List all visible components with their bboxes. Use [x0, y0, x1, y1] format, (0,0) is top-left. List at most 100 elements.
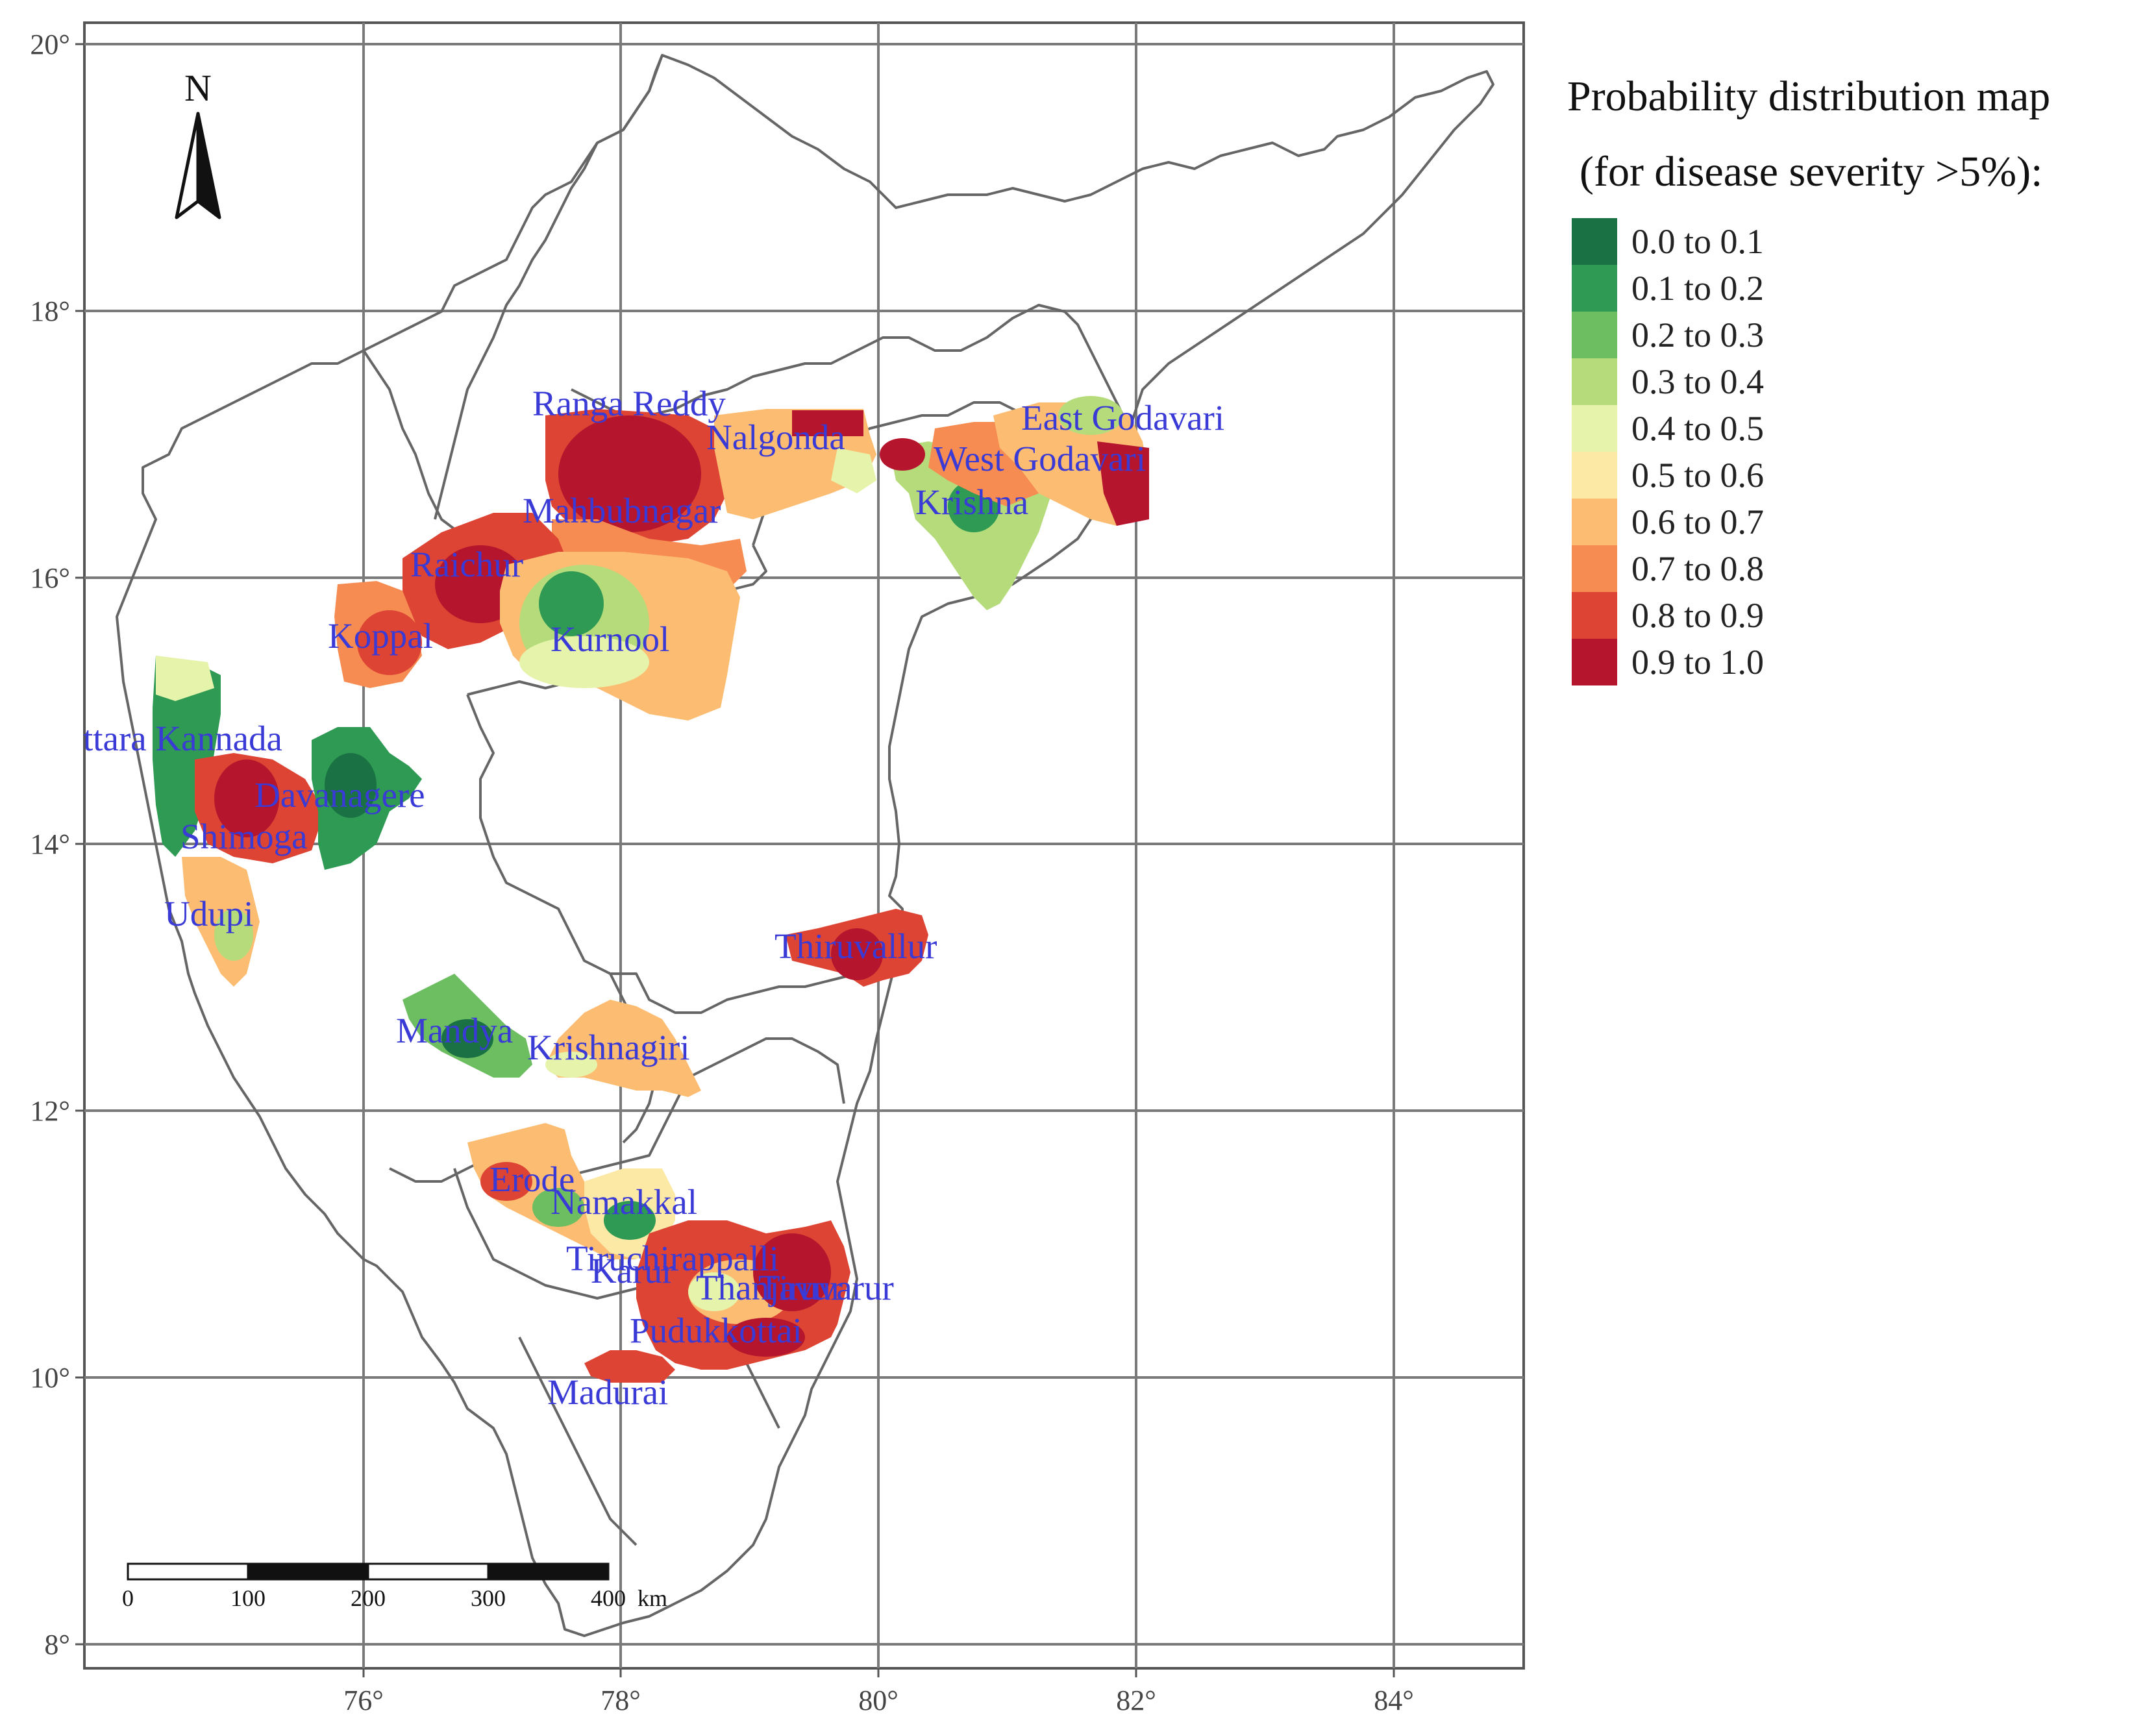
zone-hotspot	[727, 1318, 805, 1357]
y-tick-label: 12°	[30, 1095, 70, 1127]
district-label: Madurai	[547, 1372, 668, 1412]
legend: Probability distribution map (for diseas…	[1567, 73, 2050, 685]
legend-swatch	[1572, 405, 1617, 452]
district-label: Thiruvallur	[774, 926, 937, 966]
x-tick-label: 76°	[343, 1685, 384, 1716]
y-tick-label: 18°	[30, 295, 70, 327]
legend-label: 0.2 to 0.3	[1631, 315, 1764, 354]
legend-swatch	[1572, 545, 1617, 592]
legend-swatch	[1572, 265, 1617, 312]
scale-label: 100	[230, 1585, 266, 1611]
zone-hotspot	[214, 759, 279, 837]
legend-title-line1: Probability distribution map	[1567, 73, 2050, 120]
scale-segment	[487, 1562, 610, 1581]
legend-swatch	[1572, 592, 1617, 639]
zone-hotspot	[831, 928, 883, 980]
legend-label: 0.0 to 0.1	[1631, 222, 1764, 261]
legend-label: 0.5 to 0.6	[1631, 456, 1764, 495]
zone-hotspot	[519, 636, 649, 688]
x-tick-label: 80°	[858, 1685, 898, 1716]
zone-hotspot	[1097, 441, 1149, 526]
legend-swatch	[1572, 499, 1617, 545]
zone-hotspot	[1058, 396, 1123, 435]
north-label: N	[184, 67, 212, 109]
zone-nalgonda	[714, 409, 876, 519]
scale-label: 0	[122, 1585, 134, 1611]
zone-uttara-kannada	[153, 656, 221, 857]
district-label: Thanjavur	[696, 1268, 843, 1307]
legend-items: 0.0 to 0.1 0.1 to 0.2 0.2 to 0.3 0.3 to 0.4…	[1572, 218, 1764, 685]
x-axis-labels: 76° 78° 80° 82° 84°	[343, 1685, 1414, 1716]
zone-hotspot	[604, 1201, 656, 1240]
legend-title-line2: (for disease severity >5%):	[1580, 148, 2042, 195]
zone-hotspot	[539, 571, 604, 636]
x-tick-label: 82°	[1116, 1685, 1156, 1716]
y-tick-label: 10°	[30, 1362, 70, 1394]
legend-swatch	[1572, 218, 1617, 265]
region-outline	[434, 55, 663, 520]
scale-bar: 0 100 200 300 400 km	[122, 1562, 667, 1611]
district-label: Erode	[489, 1159, 575, 1199]
district-label: Krishnagiri	[527, 1028, 690, 1067]
legend-label: 0.4 to 0.5	[1631, 409, 1764, 448]
x-tick-label: 78°	[601, 1685, 641, 1716]
zone-hotspot	[357, 610, 422, 675]
district-label: Tiruchirappalli	[566, 1239, 779, 1278]
scale-unit: km	[638, 1585, 667, 1611]
zone-hotspot	[441, 1019, 493, 1058]
legend-label: 0.7 to 0.8	[1631, 549, 1764, 588]
scale-label: 200	[351, 1585, 386, 1611]
district-label: Krishna	[915, 482, 1028, 522]
y-tick-label: 14°	[30, 828, 70, 860]
legend-label: 0.8 to 0.9	[1631, 596, 1764, 635]
district-label: Pudukkottai	[630, 1311, 802, 1350]
region-outline	[518, 1337, 638, 1546]
district-label: Tiruvarur	[758, 1268, 894, 1307]
legend-swatch	[1572, 639, 1617, 685]
district-label: Raichur	[410, 545, 523, 584]
district-label: Ranga Reddy	[532, 384, 726, 423]
scale-label: 300	[471, 1585, 506, 1611]
y-axis-labels: 20° 18° 16° 14° 12° 10° 8°	[30, 29, 70, 1660]
scale-label: 400	[591, 1585, 626, 1611]
legend-label: 0.1 to 0.2	[1631, 269, 1764, 308]
zone-hotspot	[156, 656, 214, 701]
legend-swatch	[1572, 358, 1617, 405]
region-outline	[571, 304, 1131, 429]
scale-segment	[367, 1562, 489, 1581]
district-label: Namakkal	[551, 1182, 697, 1222]
zone-hotspot	[831, 448, 876, 493]
district-label: Shimoga	[180, 817, 308, 856]
district-labels: Ranga Reddy Nalgonda East Godavari West …	[83, 384, 1224, 1412]
district-label: Nalgonda	[706, 417, 845, 457]
district-label: Koppal	[328, 616, 433, 656]
scale-segment	[127, 1562, 249, 1581]
zone-hotspot	[688, 1272, 740, 1311]
tick-marks	[75, 43, 1395, 1677]
zone-hotspot	[753, 1233, 831, 1311]
zone-hotspot	[545, 1052, 597, 1078]
probability-zones	[153, 396, 1149, 1383]
zone-hotspot	[480, 1162, 532, 1201]
y-tick-label: 16°	[30, 562, 70, 594]
district-label: Davanagere	[254, 775, 425, 815]
x-tick-label: 84°	[1374, 1685, 1414, 1716]
district-label: ttara Kannada	[83, 719, 282, 758]
zone-hotspot	[214, 909, 253, 961]
zone-hotspot	[792, 410, 863, 436]
district-label: Mahbubnagar	[523, 491, 721, 530]
legend-label: 0.9 to 1.0	[1631, 643, 1764, 682]
district-label: Udupi	[164, 894, 254, 933]
zone-madurai	[584, 1350, 675, 1383]
state-boundaries	[116, 54, 1494, 1637]
y-tick-label: 8°	[44, 1629, 70, 1660]
district-label: Karur	[591, 1251, 674, 1290]
district-label: Mandya	[396, 1011, 513, 1050]
district-label: West Godavari	[934, 439, 1146, 478]
legend-label: 0.6 to 0.7	[1631, 502, 1764, 541]
legend-label: 0.3 to 0.4	[1631, 362, 1764, 401]
region-outline	[116, 54, 1494, 1637]
zone-hotspot	[325, 753, 377, 818]
zone-hotspot	[558, 415, 701, 532]
